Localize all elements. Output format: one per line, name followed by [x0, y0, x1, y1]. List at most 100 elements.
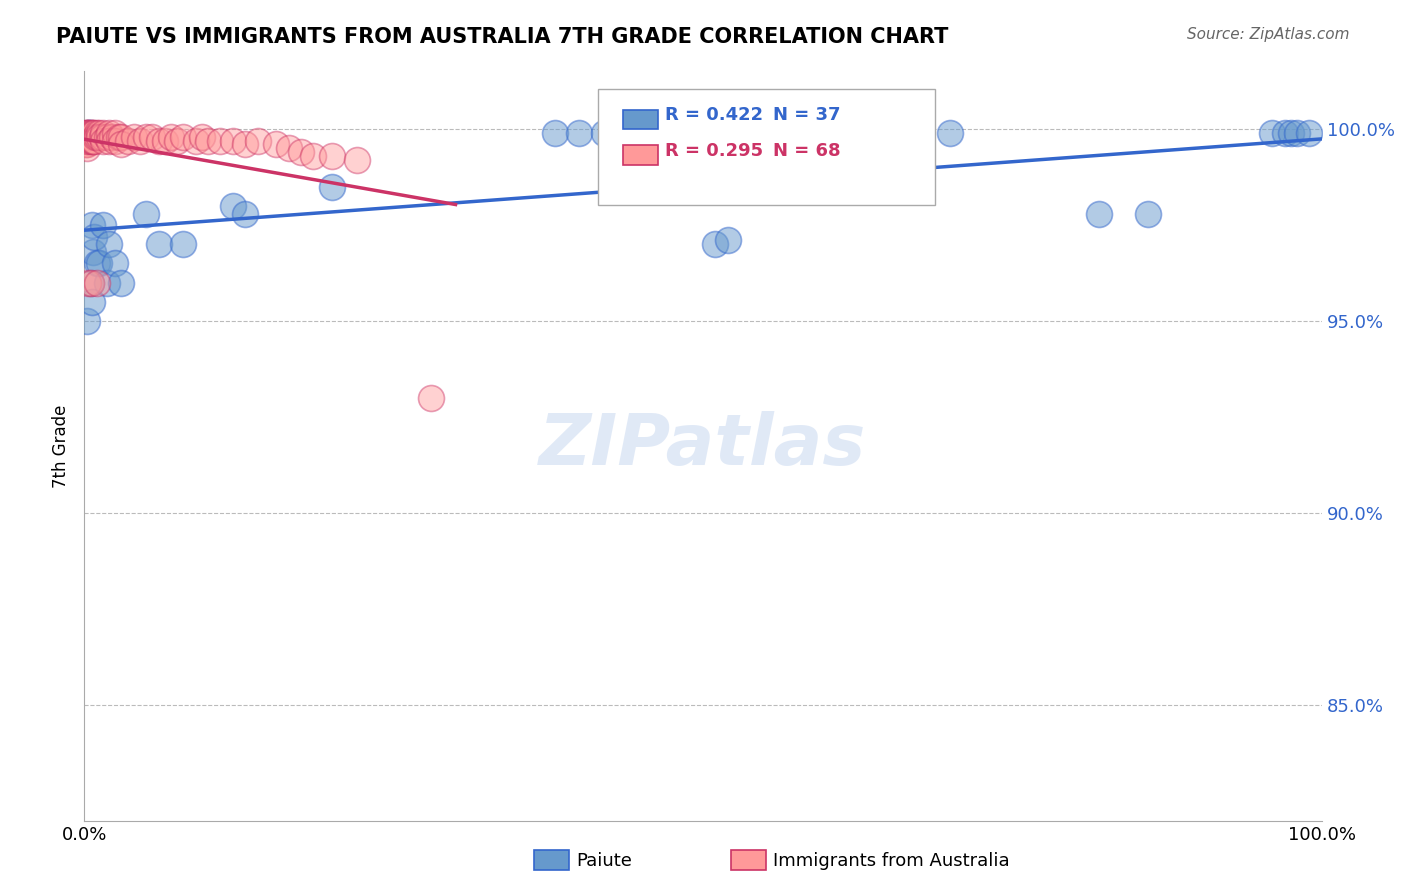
Point	[75, 137, 97, 152]
Point	[98, 134, 121, 148]
Point	[593, 126, 616, 140]
Point	[233, 137, 256, 152]
Point	[277, 141, 299, 155]
Point	[98, 237, 121, 252]
Point	[76, 141, 98, 155]
Point	[135, 129, 157, 144]
Point	[704, 237, 727, 252]
Point	[246, 134, 269, 148]
Point	[90, 129, 112, 144]
Point	[290, 145, 312, 159]
Point	[98, 126, 121, 140]
Point	[172, 129, 194, 144]
Point	[76, 129, 98, 144]
Point	[80, 126, 103, 140]
Point	[141, 129, 163, 144]
Point	[86, 129, 108, 144]
Point	[104, 134, 127, 148]
Text: Source: ZipAtlas.com: Source: ZipAtlas.com	[1187, 27, 1350, 42]
Point	[83, 229, 105, 244]
Point	[82, 126, 104, 140]
Text: N = 37: N = 37	[773, 106, 841, 124]
Text: R = 0.422: R = 0.422	[665, 106, 763, 124]
Point	[302, 149, 325, 163]
Point	[1088, 206, 1111, 220]
Point	[148, 134, 170, 148]
Point	[75, 134, 97, 148]
Point	[110, 276, 132, 290]
Point	[110, 129, 132, 144]
Point	[543, 126, 565, 140]
Point	[77, 129, 100, 144]
Text: R = 0.295: R = 0.295	[665, 142, 763, 160]
Point	[86, 126, 108, 140]
Point	[76, 134, 98, 148]
Text: Immigrants from Australia: Immigrants from Australia	[773, 852, 1010, 870]
Point	[79, 126, 101, 140]
Point	[166, 134, 188, 148]
Point	[82, 244, 104, 259]
Point	[79, 126, 101, 140]
Point	[77, 129, 100, 144]
Text: ZIPatlas: ZIPatlas	[540, 411, 866, 481]
Text: PAIUTE VS IMMIGRANTS FROM AUSTRALIA 7TH GRADE CORRELATION CHART: PAIUTE VS IMMIGRANTS FROM AUSTRALIA 7TH …	[56, 27, 949, 46]
Point	[346, 153, 368, 167]
Point	[75, 126, 97, 140]
Point	[135, 206, 157, 220]
Point	[89, 256, 111, 270]
Point	[321, 149, 343, 163]
Point	[1279, 126, 1302, 140]
Point	[80, 134, 103, 148]
Point	[939, 126, 962, 140]
Point	[184, 134, 207, 148]
Point	[79, 126, 101, 140]
Point	[91, 218, 114, 232]
Point	[191, 129, 214, 144]
Point	[160, 129, 183, 144]
Point	[77, 126, 100, 140]
Point	[1137, 206, 1160, 220]
Point	[82, 134, 104, 148]
Text: Paiute: Paiute	[576, 852, 633, 870]
Point	[148, 237, 170, 252]
Point	[419, 391, 441, 405]
Point	[222, 199, 245, 213]
Point	[692, 129, 714, 144]
Point	[75, 126, 97, 140]
Y-axis label: 7th Grade: 7th Grade	[52, 404, 70, 488]
Point	[89, 126, 111, 140]
Point	[568, 126, 591, 140]
Point	[104, 126, 127, 140]
Point	[717, 234, 740, 248]
Point	[76, 137, 98, 152]
Point	[321, 179, 343, 194]
Point	[129, 134, 152, 148]
Point	[86, 276, 108, 290]
Point	[233, 206, 256, 220]
Point	[79, 276, 101, 290]
Point	[153, 134, 176, 148]
Point	[86, 256, 108, 270]
Point	[91, 126, 114, 140]
Point	[77, 126, 100, 140]
Text: N = 68: N = 68	[773, 142, 841, 160]
Point	[1274, 126, 1296, 140]
Point	[83, 126, 105, 140]
Point	[79, 129, 101, 144]
Point	[91, 134, 114, 148]
Point	[80, 294, 103, 309]
Point	[104, 256, 127, 270]
Point	[89, 129, 111, 144]
Point	[75, 129, 97, 144]
Point	[96, 276, 118, 290]
Point	[76, 126, 98, 140]
Point	[77, 134, 100, 148]
Point	[1261, 126, 1284, 140]
Point	[79, 126, 101, 140]
Point	[117, 134, 139, 148]
Point	[83, 134, 105, 148]
Point	[77, 276, 100, 290]
Point	[79, 134, 101, 148]
Point	[96, 129, 118, 144]
Point	[84, 129, 107, 144]
